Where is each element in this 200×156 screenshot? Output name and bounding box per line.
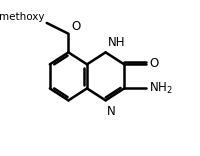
Text: N: N <box>107 105 116 118</box>
Text: NH$_2$: NH$_2$ <box>149 81 173 96</box>
Text: NH: NH <box>108 36 125 49</box>
Text: methoxy: methoxy <box>0 12 44 22</box>
Text: O: O <box>149 57 159 70</box>
Text: O: O <box>72 20 81 33</box>
